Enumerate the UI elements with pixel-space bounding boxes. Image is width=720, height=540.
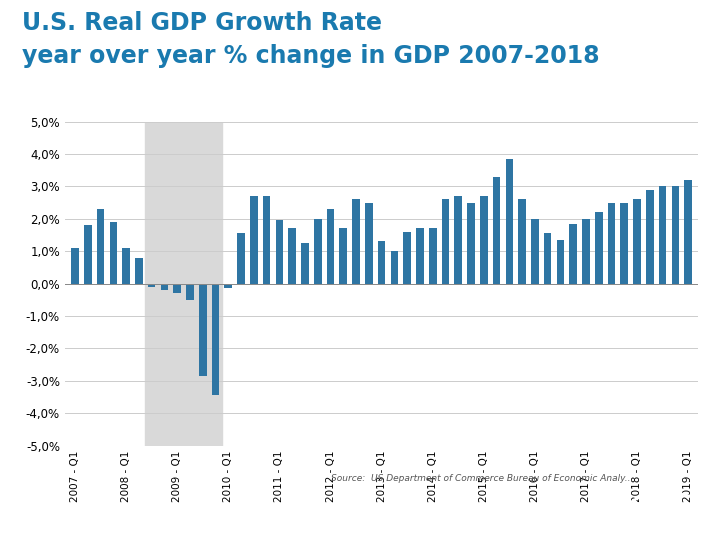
Bar	[145, 122, 222, 446]
Bar	[365, 202, 373, 284]
Bar	[429, 228, 436, 284]
Bar	[263, 196, 271, 284]
Bar	[684, 180, 692, 284]
Bar	[480, 196, 487, 284]
Bar	[71, 248, 79, 284]
Bar	[608, 202, 616, 284]
Bar	[416, 228, 424, 284]
Bar	[595, 212, 603, 284]
Bar	[621, 202, 628, 284]
Bar	[570, 224, 577, 284]
Bar	[352, 199, 360, 284]
Bar	[199, 284, 207, 376]
Bar	[518, 199, 526, 284]
Bar	[174, 284, 181, 293]
Bar	[122, 248, 130, 284]
Bar	[467, 202, 475, 284]
Bar	[225, 284, 232, 288]
Bar	[672, 186, 679, 284]
Bar	[646, 190, 654, 284]
Bar	[339, 228, 347, 284]
Bar	[109, 222, 117, 284]
Bar	[301, 243, 309, 284]
Bar	[212, 284, 220, 395]
Bar	[441, 199, 449, 284]
Bar	[161, 284, 168, 290]
Bar	[454, 196, 462, 284]
Bar	[84, 225, 91, 284]
Bar	[390, 251, 398, 284]
Bar	[96, 209, 104, 284]
Bar	[314, 219, 322, 284]
Text: Source:  US Department of Commerce Bureau of Economic Analy...: Source: US Department of Commerce Bureau…	[331, 474, 634, 483]
Bar	[582, 219, 590, 284]
Bar	[135, 258, 143, 284]
Bar	[250, 196, 258, 284]
Text: U.S. Real GDP Growth Rate: U.S. Real GDP Growth Rate	[22, 11, 382, 35]
Bar	[492, 177, 500, 284]
Bar	[186, 284, 194, 300]
Text: year over year % change in GDP 2007-2018: year over year % change in GDP 2007-2018	[22, 44, 599, 68]
Bar	[557, 240, 564, 284]
Bar	[327, 209, 334, 284]
Bar	[288, 228, 296, 284]
Bar	[378, 241, 385, 284]
Bar	[531, 219, 539, 284]
Bar	[634, 199, 641, 284]
Bar	[238, 233, 245, 284]
Bar	[148, 284, 156, 287]
Bar	[659, 186, 667, 284]
Bar	[544, 233, 552, 284]
Bar	[505, 159, 513, 284]
Bar	[276, 220, 283, 284]
Bar	[403, 232, 411, 284]
